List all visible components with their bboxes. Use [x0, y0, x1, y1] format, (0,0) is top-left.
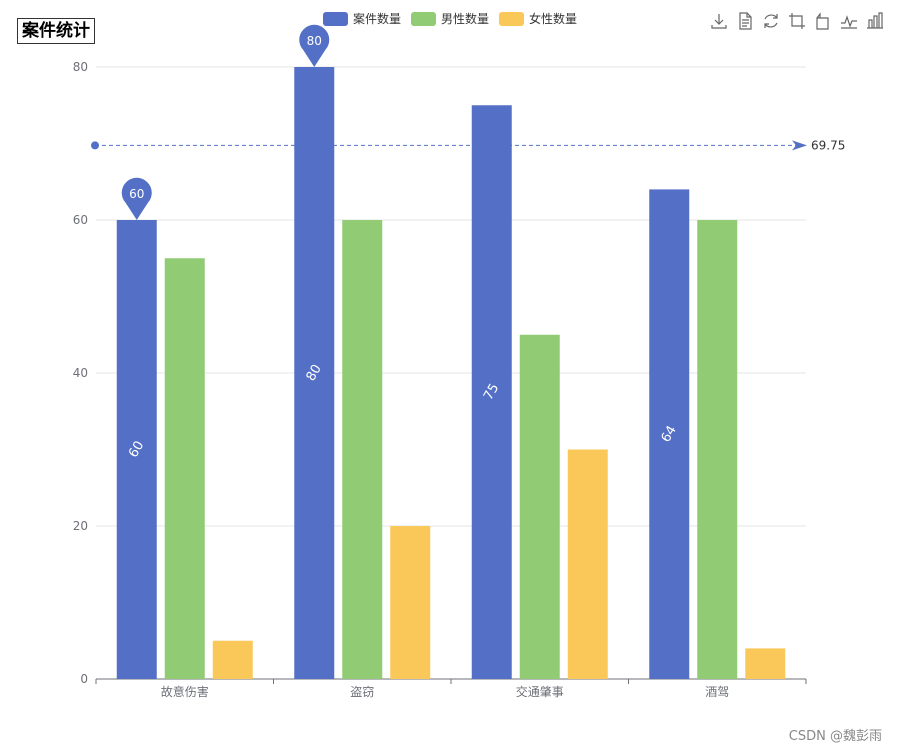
download-icon[interactable] — [710, 12, 728, 30]
average-mark-label: 69.75 — [811, 138, 845, 152]
x-tick-label: 酒驾 — [705, 685, 729, 699]
mark-point-label: 60 — [129, 187, 144, 201]
bar-1 — [519, 334, 560, 679]
bar-chart-icon[interactable] — [866, 12, 884, 30]
bar-2 — [212, 640, 253, 679]
mark-point-pin — [121, 177, 152, 220]
bar-value-label: 80 — [304, 362, 325, 384]
legend-label-male: 男性数量 — [441, 12, 490, 26]
y-tick-label: 60 — [73, 213, 88, 227]
line-chart-icon[interactable] — [840, 12, 858, 30]
bar-value-label: 75 — [481, 381, 502, 403]
chart-title: 案件统计 — [17, 18, 95, 44]
bar-0 — [471, 105, 512, 679]
bar-2 — [390, 526, 431, 679]
y-tick-label: 0 — [80, 672, 88, 686]
x-tick-label: 故意伤害 — [161, 684, 209, 699]
toolbox — [710, 12, 884, 30]
bar-2 — [745, 648, 786, 679]
bar-0 — [649, 189, 690, 679]
bar-0 — [294, 67, 335, 679]
mark-line-arrow — [792, 140, 807, 151]
mark-point-pin — [299, 24, 330, 67]
legend-label-female: 女性数量 — [529, 12, 578, 26]
legend-label-cases: 案件数量 — [353, 12, 402, 26]
bar-value-label: 60 — [126, 439, 147, 461]
bar-1 — [164, 258, 205, 679]
legend-item-male[interactable]: 男性数量 — [411, 10, 489, 27]
x-tick-label: 交通肇事 — [516, 684, 564, 699]
bar-1 — [342, 220, 383, 679]
watermark: CSDN @魏彭雨 — [788, 729, 882, 744]
legend-item-cases[interactable]: 案件数量 — [323, 10, 401, 27]
zoom-reset-icon[interactable] — [814, 12, 832, 30]
mark-point-label: 80 — [307, 34, 322, 48]
y-tick-label: 80 — [73, 60, 88, 74]
bar-0 — [116, 220, 157, 679]
bar-2 — [567, 449, 608, 679]
legend-swatch-male — [411, 11, 437, 26]
y-tick-label: 20 — [73, 519, 88, 533]
legend-swatch-cases — [323, 11, 348, 26]
legend: 案件数量 男性数量 女性数量 — [323, 10, 577, 27]
bar-1 — [697, 220, 738, 679]
legend-swatch-female — [499, 11, 525, 26]
legend-item-female[interactable]: 女性数量 — [499, 10, 577, 27]
y-tick-label: 40 — [73, 366, 88, 380]
zoom-icon[interactable] — [788, 12, 806, 30]
restore-icon[interactable] — [762, 12, 780, 30]
bar-value-label: 64 — [659, 423, 680, 445]
x-tick-label: 盗窃 — [350, 684, 374, 699]
data-view-icon[interactable] — [736, 12, 754, 30]
